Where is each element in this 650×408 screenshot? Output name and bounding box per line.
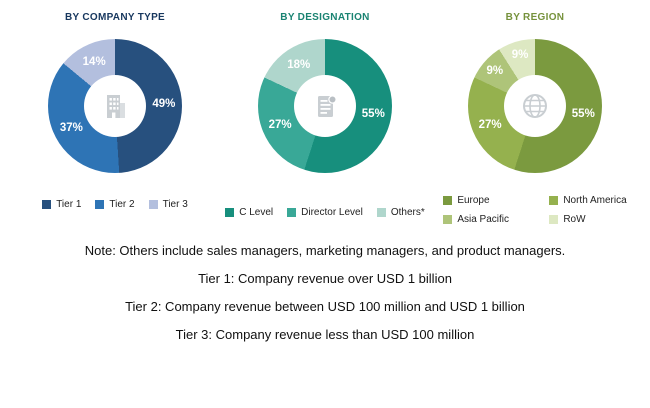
footnote-others: Note: Others include sales managers, mar… — [84, 243, 566, 258]
legend-swatch — [443, 196, 453, 205]
charts-row: BY COMPANY TYPE — [0, 12, 650, 225]
legend-item-c-level: C Level — [225, 207, 273, 218]
legend-company-type: Tier 1 Tier 2 Tier 3 — [42, 199, 188, 210]
donut-by-region: 55% 27% 9% 9% — [468, 39, 602, 173]
legend-label: C Level — [239, 207, 274, 218]
legend-item-tier-2: Tier 2 — [95, 199, 135, 210]
legend-swatch — [95, 200, 105, 209]
legend-label: North America — [563, 195, 627, 206]
legend-label: Tier 1 — [56, 199, 82, 210]
slice-label-c-level: 55% — [361, 107, 385, 120]
footnote-tier2: Tier 2: Company revenue between USD 100 … — [125, 299, 525, 314]
slice-label-row: 9% — [511, 48, 529, 61]
legend-item-others-: Others* — [376, 207, 425, 218]
donut-by-designation: 55% 27% 18% — [258, 39, 392, 173]
chart-by-designation: BY DESIGNATION — [222, 12, 428, 218]
donut-hole — [294, 75, 356, 137]
legend-swatch — [287, 208, 297, 217]
donut-hole — [84, 75, 146, 137]
slice-label-tier-1: 49% — [152, 98, 176, 111]
legend-designation: C Level Director Level Others* — [225, 207, 425, 218]
donut-by-company-type: 49% 37% 14% — [48, 39, 182, 173]
legend-label: Others* — [390, 207, 425, 218]
footnote-tier1: Tier 1: Company revenue over USD 1 billi… — [198, 271, 452, 286]
chart-title-company-type: BY COMPANY TYPE — [64, 12, 166, 23]
legend-label: Tier 2 — [109, 199, 135, 210]
legend-label: Director Level — [301, 207, 363, 218]
legend-swatch — [549, 196, 559, 205]
chart-title-region: BY REGION — [505, 12, 565, 23]
legend-label: Asia Pacific — [457, 214, 509, 225]
slice-label-north-america: 27% — [478, 119, 502, 132]
donut-hole — [504, 75, 566, 137]
chart-by-company-type: BY COMPANY TYPE — [12, 12, 218, 210]
legend-item-europe: Europe — [443, 195, 539, 206]
legend-item-row: RoW — [549, 214, 626, 225]
legend-item-tier-3: Tier 3 — [148, 199, 188, 210]
legend-label: Tier 3 — [162, 199, 188, 210]
legend-swatch — [443, 215, 453, 224]
legend-item-north-america: North America — [549, 195, 627, 206]
legend-swatch — [549, 215, 559, 224]
globe-icon — [520, 91, 550, 121]
legend-swatch — [225, 208, 235, 217]
legend-item-director-level: Director Level — [287, 207, 363, 218]
legend-swatch — [148, 200, 158, 209]
chart-by-region: BY REGION 55% 27% 9% 9% Europe Nort — [432, 12, 638, 225]
legend-swatch — [376, 208, 386, 217]
footnote-tier3: Tier 3: Company revenue less than USD 10… — [175, 327, 475, 342]
legend-label: Europe — [457, 195, 490, 206]
slice-label-asia-pacific: 9% — [486, 64, 504, 77]
slice-label-director-level: 27% — [268, 119, 292, 132]
legend-region: Europe North America Asia Pacific RoW — [443, 195, 627, 225]
legend-item-asia-pacific: Asia Pacific — [443, 214, 539, 225]
building-icon — [100, 91, 130, 121]
slice-label-tier-2: 37% — [59, 122, 83, 135]
slice-label-tier-3: 14% — [82, 55, 106, 68]
chart-title-designation: BY DESIGNATION — [280, 12, 370, 23]
slice-label-europe: 55% — [571, 107, 595, 120]
legend-label: RoW — [563, 214, 586, 225]
slice-label-others-: 18% — [287, 58, 311, 71]
legend-swatch — [42, 200, 52, 209]
footnotes: Note: Others include sales managers, mar… — [0, 243, 650, 342]
legend-item-tier-1: Tier 1 — [42, 199, 81, 210]
document-icon — [310, 91, 340, 121]
